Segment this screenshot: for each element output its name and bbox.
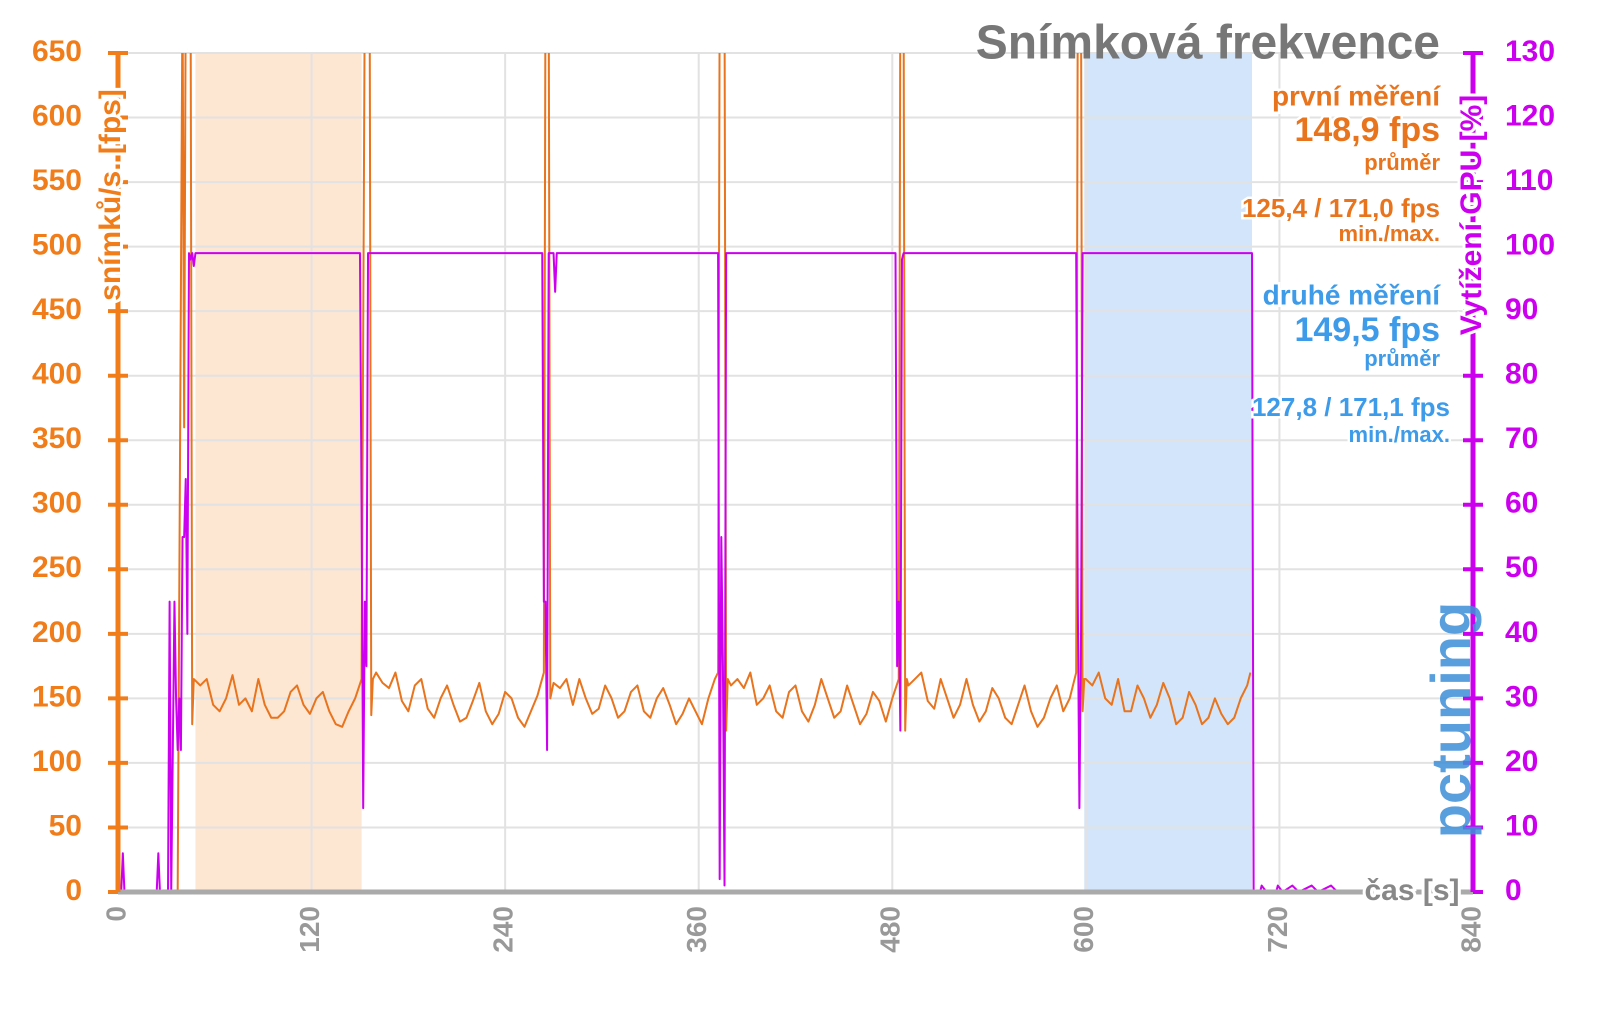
y-tick-label: 500	[32, 229, 82, 262]
x-tick-label: 0	[100, 906, 131, 922]
y-tick-label: 0	[65, 874, 82, 907]
x-tick-label: 360	[681, 906, 712, 953]
y-tick-label: 600	[32, 99, 82, 132]
y-tick-label: 150	[32, 680, 82, 713]
shaded-range	[195, 53, 362, 892]
y2-axis-label: Vytížení GPU [%]	[1455, 95, 1488, 336]
annotation: průměr	[1364, 346, 1440, 371]
annotation: 125,4 / 171,0 fps	[1242, 193, 1440, 223]
y2-tick-label: 30	[1505, 680, 1538, 713]
x-tick-label: 720	[1262, 906, 1293, 953]
y-tick-label: 100	[32, 745, 82, 778]
annotation: min./max.	[1339, 221, 1440, 246]
y2-tick-label: 120	[1505, 99, 1555, 132]
y-tick-label: 650	[32, 35, 82, 68]
y-tick-label: 350	[32, 422, 82, 455]
shaded-range	[1084, 53, 1253, 892]
y2-tick-label: 130	[1505, 35, 1555, 68]
y2-tick-label: 10	[1505, 809, 1538, 842]
y-tick-label: 400	[32, 358, 82, 391]
x-tick-label: 240	[488, 906, 519, 953]
y2-tick-label: 70	[1505, 422, 1538, 455]
y2-tick-label: 100	[1505, 229, 1555, 262]
y2-tick-label: 0	[1505, 874, 1522, 907]
y2-tick-label: 110	[1505, 164, 1553, 197]
x-tick-label: 480	[875, 906, 906, 953]
series-line	[176, 53, 1252, 892]
annotation: 149,5 fps	[1294, 311, 1440, 349]
y2-tick-label: 50	[1505, 551, 1538, 584]
shaded-ranges	[195, 53, 1253, 892]
x-tick-label: 840	[1455, 906, 1486, 953]
y-tick-label: 250	[32, 551, 82, 584]
y2-tick-label: 20	[1505, 745, 1538, 778]
y-tick-label: 50	[49, 809, 82, 842]
lines	[118, 53, 1354, 892]
y-tick-label: 550	[32, 164, 82, 197]
y-tick-label: 450	[32, 293, 82, 326]
series-line	[118, 252, 1354, 892]
logo: pctuning	[1419, 602, 1482, 838]
annotation: min./max.	[1349, 422, 1450, 447]
annotation: průměr	[1364, 150, 1440, 175]
annotation: první měření	[1272, 80, 1441, 111]
x-axis-label: čas [s]	[1364, 874, 1459, 907]
y2-tick-label: 80	[1505, 358, 1538, 391]
y-tick-label: 300	[32, 487, 82, 520]
y2-tick-label: 60	[1505, 487, 1538, 520]
annotation: 127,8 / 171,1 fps	[1252, 392, 1450, 422]
y-tick-label: 200	[32, 616, 82, 649]
x-tick-label: 600	[1068, 906, 1099, 953]
y2-tick-label: 40	[1505, 616, 1538, 649]
annotation: druhé měření	[1263, 279, 1442, 310]
y2-tick-label: 90	[1505, 293, 1538, 326]
chart-title: Snímková frekvence	[976, 17, 1440, 70]
annotation: 148,9 fps	[1294, 111, 1440, 149]
x-tick-label: 120	[294, 906, 325, 953]
axes: 0 120 240 360 480 600 720 840050100150200250300…	[32, 35, 1555, 953]
y-axis-label: snímků/s. [fps]	[94, 89, 127, 301]
